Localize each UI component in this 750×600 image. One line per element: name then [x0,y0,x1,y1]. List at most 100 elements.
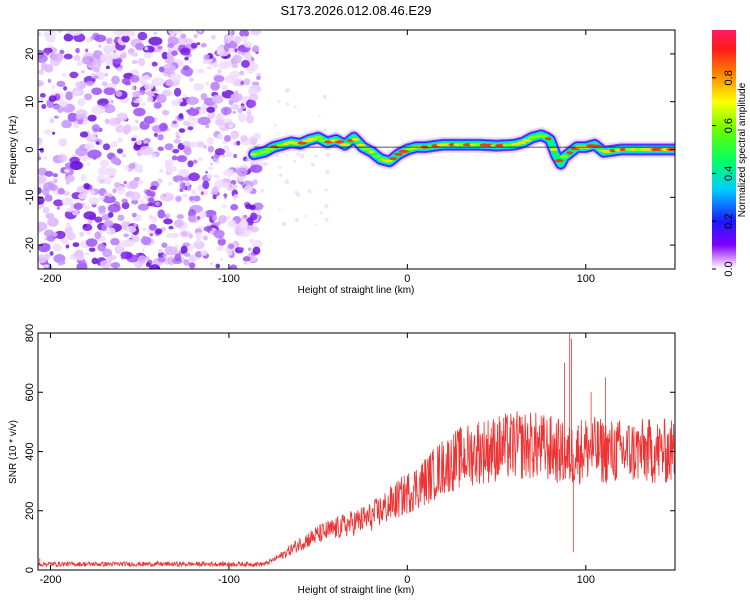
noise-blob [73,90,81,96]
noise-blob [125,225,137,233]
noise-blob [206,66,213,70]
noise-blob [208,166,214,171]
noise-blob [151,61,158,67]
noise-blob [216,133,224,140]
noise-blob [241,59,250,68]
noise-blob [209,262,213,266]
noise-blob [179,47,191,56]
spectrogram-ridge [245,127,675,172]
noise-blob [187,160,194,168]
noise-blob [182,94,187,99]
noise-blob [65,244,70,249]
noise-blob [314,154,318,158]
noise-blob [117,214,125,222]
noise-blob [256,72,261,77]
noise-blob [217,71,222,76]
noise-blob [111,141,118,148]
noise-blob [183,69,193,77]
noise-blob [153,101,162,109]
noise-blob [246,110,252,117]
colorbar-tick-label: 0.4 [723,166,735,181]
noise-blob [180,245,188,254]
ridge-peak [368,150,375,154]
noise-blob [106,37,113,45]
spectrogram-y-label: Frequency (Hz) [8,116,19,185]
noise-blob [134,119,139,124]
noise-blob [210,81,220,91]
noise-blob [81,70,85,74]
noise-blob [83,204,90,210]
noise-blob [121,77,130,85]
noise-blob [156,266,161,269]
noise-blob [63,191,71,196]
noise-blob [104,52,112,59]
noise-blob [79,131,89,138]
noise-blob [237,113,247,123]
noise-blob [69,71,79,79]
noise-blob [69,160,83,171]
noise-blob [231,63,239,69]
noise-blob [223,168,235,177]
noise-blob [232,54,243,64]
ridge-peak [619,148,627,151]
noise-blob [43,129,52,135]
noise-blob [149,233,154,237]
noise-blob [197,225,203,230]
noise-blob [97,71,106,80]
noise-blob [151,216,157,223]
noise-blob [76,262,88,269]
noise-blob [45,212,55,219]
noise-blob [319,211,323,215]
noise-blob [186,96,199,106]
noise-blob [238,247,245,251]
noise-blob [142,227,147,232]
noise-blob [47,78,52,83]
noise-blob [43,264,49,268]
noise-blob [173,87,182,97]
noise-blob [63,33,74,42]
noise-blob [213,174,220,179]
noise-blob [123,233,130,238]
noise-blob [38,242,51,253]
spectrogram-y-tick-label: 20 [24,48,36,60]
noise-blob [137,255,147,264]
noise-blob [200,93,208,101]
noise-blob [240,135,248,142]
noise-blob [51,243,63,252]
noise-blob [135,43,145,51]
noise-blob [148,36,163,46]
noise-blob [107,203,121,213]
ridge-peak [559,155,569,159]
noise-blob [76,60,83,67]
noise-blob [44,170,54,177]
noise-blob [131,60,138,64]
noise-blob [256,210,262,215]
noise-blob [159,169,164,174]
noise-blob [178,168,190,178]
snr-x-tick-label: 0 [404,574,410,586]
noise-blob [123,124,132,134]
noise-blob [184,180,191,187]
noise-blob [167,43,175,48]
noise-blob [227,243,235,250]
noise-blob [114,30,125,37]
noise-blob [157,45,163,50]
noise-blob [222,140,227,145]
noise-blob [203,144,207,149]
noise-blob [161,89,172,97]
noise-blob [310,162,315,167]
noise-blob [230,183,234,187]
spectrogram-y-tick-label: 0 [24,146,36,152]
noise-blob [188,233,193,239]
noise-blob [276,133,280,136]
noise-blob [211,94,224,104]
noise-blob [80,174,87,182]
noise-blob [197,30,203,33]
noise-blob [252,246,261,255]
noise-blob [235,228,243,236]
noise-blob [196,42,201,46]
noise-blob [138,145,154,156]
noise-blob [109,117,118,127]
noise-blob [228,47,236,53]
noise-blob [215,160,221,165]
